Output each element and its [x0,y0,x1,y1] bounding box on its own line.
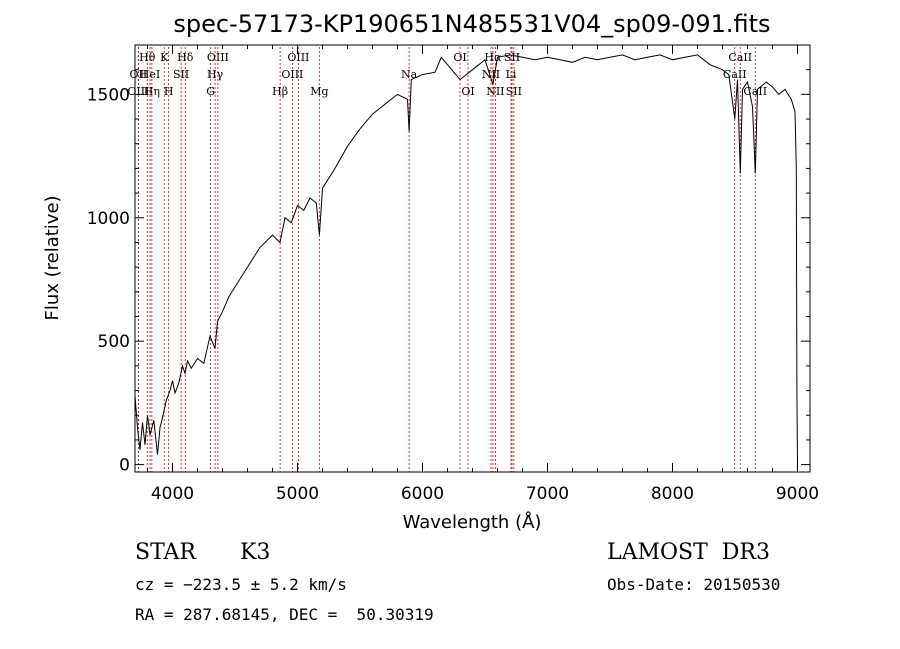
plot-frame [134,44,811,473]
object-class: STAR [135,540,196,565]
line-label: NII [486,85,504,98]
line-label: Mg [310,85,328,98]
line-label: OI [453,51,466,64]
line-label: G [206,85,215,98]
line-label: OII [130,68,148,81]
line-label: H [164,85,174,98]
line-label: OIII [281,68,303,81]
y-tick-label: 1000 [87,209,130,229]
y-axis-ticks: 0 500 1000 1500 [87,69,810,476]
x-tick-label: 7000 [526,484,569,504]
x-tick-label: 5000 [276,484,319,504]
line-label: CaII [728,51,752,64]
line-label: K [160,51,169,64]
line-label: SII [504,51,520,64]
observation-date: Obs-Date: 20150530 [607,575,781,594]
line-label: Li [506,68,517,81]
x-tick-label: 6000 [401,484,444,504]
y-axis-label: Flux (relative) [42,195,63,320]
object-subclass: K3 [240,540,271,565]
chart-title: spec-57173-KP190651N485531V04_sp09-091.f… [173,10,770,38]
line-label: Hδ [177,51,194,64]
x-tick-label: 9000 [776,484,819,504]
line-label: Na [401,68,418,81]
redshift-cz: cz = −223.5 ± 5.2 km/s [135,575,347,594]
line-label: CaII [743,85,767,98]
x-tick-label: 8000 [651,484,694,504]
line-label: CaII [723,68,747,81]
x-tick-label: 4000 [151,484,194,504]
coordinates: RA = 287.68145, DEC = 50.30319 [135,605,434,624]
y-tick-label: 500 [98,332,130,352]
line-label: SII [506,85,522,98]
spectrum-line [134,54,798,465]
line-label: Hγ [207,68,224,81]
line-label: Hθ [139,51,156,64]
y-tick-label: 0 [119,456,130,476]
emission-line-markers [137,47,756,472]
line-label: HeI [140,68,160,81]
line-label: OIII [207,51,229,64]
y-tick-label: 1500 [87,85,130,105]
survey-name: LAMOST DR3 [607,540,770,565]
line-label: Hα [484,51,502,64]
x-axis-ticks: 4000 5000 6000 7000 8000 9000 [147,45,819,504]
line-label: OIII [287,51,309,64]
line-label: SII [173,68,189,81]
line-label: Hη [144,85,160,98]
line-label: Hβ [272,85,288,98]
x-axis-label: Wavelength (Å) [403,511,542,533]
line-label: OI [461,85,474,98]
